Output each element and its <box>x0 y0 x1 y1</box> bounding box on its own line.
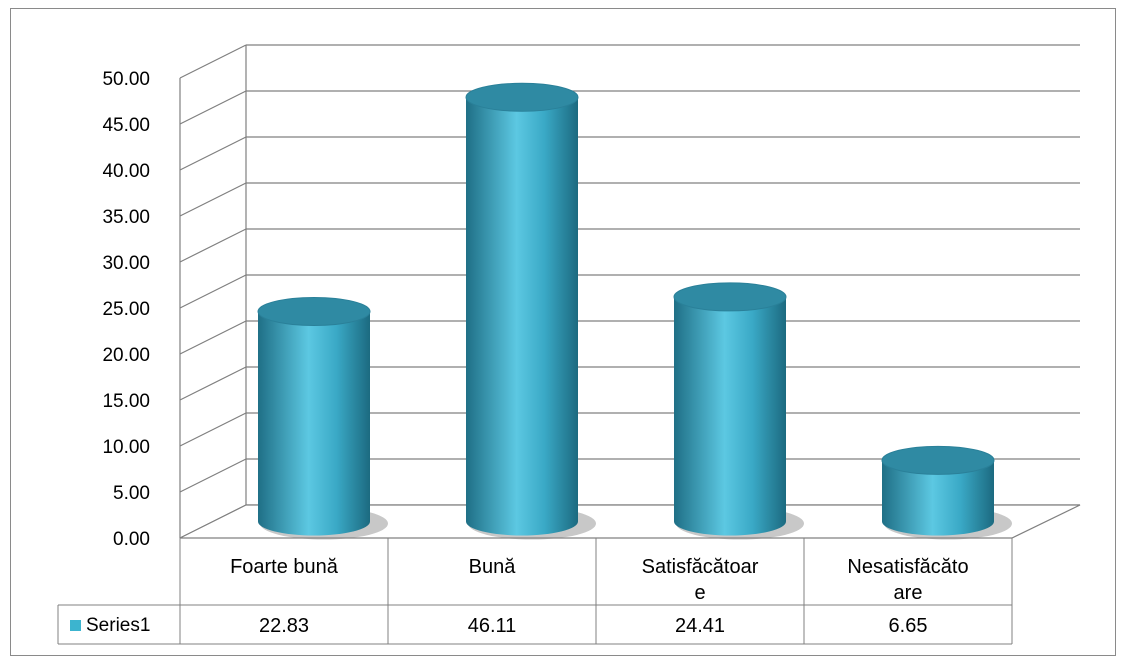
bar-cylinder <box>881 445 1012 540</box>
category-label-line: Satisfăcătoar <box>642 556 759 578</box>
side-gridline <box>179 90 247 125</box>
category-label: Foarte bună <box>230 556 339 578</box>
side-gridline <box>179 366 247 401</box>
y-tick-label: 40.00 <box>102 161 150 182</box>
side-gridline <box>179 412 247 447</box>
y-tick-label: 5.00 <box>113 483 150 504</box>
y-tick-label: 20.00 <box>102 345 150 366</box>
category-label: Nesatisfăcăto are <box>847 556 968 604</box>
value-label: 22.83 <box>259 615 309 637</box>
bar-top <box>465 82 579 112</box>
y-tick-label: 50.00 <box>102 69 150 90</box>
y-tick-label: 0.00 <box>113 529 150 550</box>
y-tick-label: 30.00 <box>102 253 150 274</box>
side-gridline <box>179 136 247 171</box>
side-gridline <box>179 320 247 355</box>
category-label-line: Bună <box>469 556 517 578</box>
data-table: Foarte bună Bună Satisfăcătoar e Nesatisfăcă… <box>57 537 1013 645</box>
y-axis-ticks: 0.00 5.00 10.00 15.00 20.00 25.00 30.00 35.00 40… <box>102 69 150 550</box>
side-gridline <box>179 274 247 309</box>
value-label: 46.11 <box>468 615 517 637</box>
legend-label: Series1 <box>86 615 150 636</box>
bar-cylinder <box>257 296 388 540</box>
y-tick-label: 25.00 <box>102 299 150 320</box>
y-tick-label: 10.00 <box>102 437 150 458</box>
category-label-line: Nesatisfăcăto <box>847 556 968 578</box>
bars <box>257 82 1012 540</box>
bar-body <box>674 296 786 536</box>
category-label: Bună <box>469 556 517 578</box>
bar-cylinder <box>465 82 596 540</box>
y-tick-label: 15.00 <box>102 391 150 412</box>
bar-top <box>673 282 787 312</box>
y-tick-label: 45.00 <box>102 115 150 136</box>
value-label: 6.65 <box>889 615 928 637</box>
bar-body <box>466 97 578 536</box>
side-gridline <box>179 182 247 217</box>
bar-top <box>881 445 995 475</box>
category-label-line: Foarte bună <box>230 556 339 578</box>
bar-body <box>882 460 994 536</box>
category-label: Satisfăcătoar e <box>642 556 759 604</box>
category-label-line: e <box>694 582 705 604</box>
category-label-line: are <box>894 582 923 604</box>
bar-body <box>258 311 370 536</box>
y-tick-label: 35.00 <box>102 207 150 228</box>
bar-top <box>257 296 371 326</box>
value-label: 24.41 <box>675 615 725 637</box>
legend-key <box>70 620 81 631</box>
side-gridline <box>179 228 247 263</box>
side-gridline <box>179 458 247 493</box>
side-gridline <box>179 44 247 79</box>
bar-cylinder <box>673 282 804 540</box>
